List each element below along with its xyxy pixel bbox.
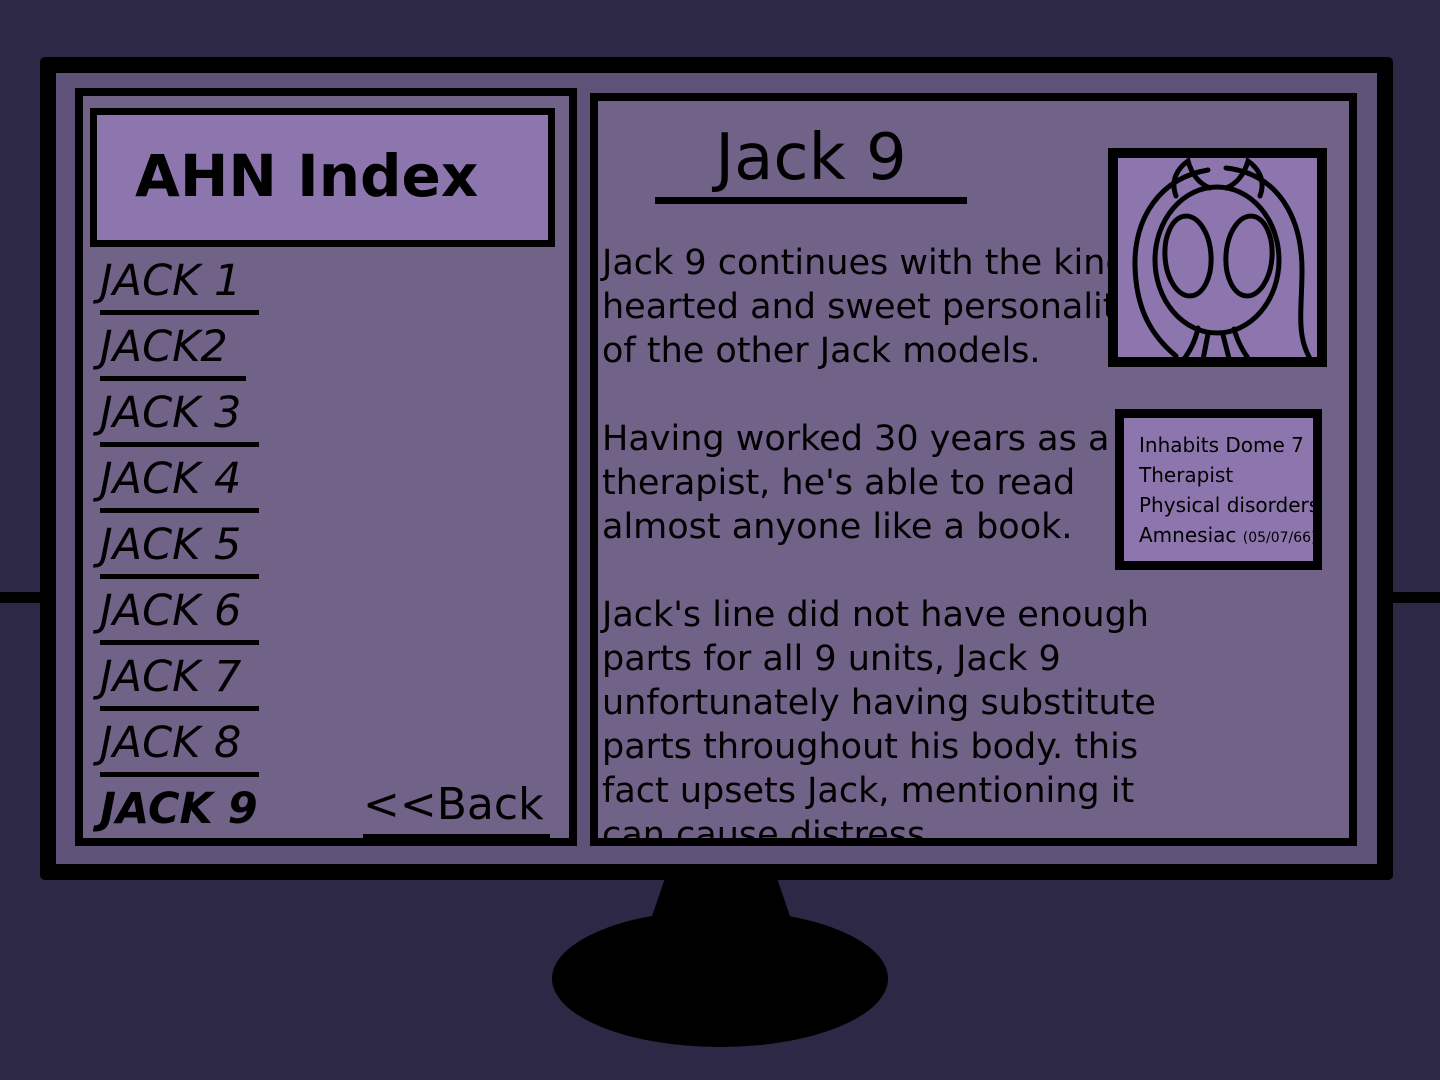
portrait-frame bbox=[1108, 148, 1327, 367]
index-link-jack-7[interactable]: JACK 7 bbox=[100, 648, 276, 714]
body-line: unfortunately having substitute bbox=[602, 683, 1156, 723]
index-link-label[interactable]: JACK 4 bbox=[100, 450, 260, 513]
index-link-jack-3[interactable]: JACK 3 bbox=[100, 384, 276, 450]
index-link-jack-2[interactable]: JACK2 bbox=[100, 318, 276, 384]
index-link-jack-6[interactable]: JACK 6 bbox=[100, 582, 276, 648]
index-link-label[interactable]: JACK 7 bbox=[100, 648, 260, 711]
body-line: parts throughout his body. this bbox=[602, 727, 1139, 767]
body-line: Jack's line did not have enough bbox=[602, 595, 1149, 635]
body-line: almost anyone like a book. bbox=[602, 507, 1073, 547]
monitor-stand-base bbox=[552, 910, 888, 1047]
paragraph: Having worked 30 years as a therapist, h… bbox=[602, 417, 1130, 549]
index-link-label[interactable]: JACK2 bbox=[100, 318, 246, 381]
info-line-residence: Inhabits Dome 7 bbox=[1139, 433, 1304, 457]
index-link-jack-1[interactable]: JACK 1 bbox=[100, 252, 276, 318]
index-link-label[interactable]: JACK 5 bbox=[100, 516, 260, 579]
tie-right bbox=[1220, 332, 1232, 357]
back-link[interactable]: <<Back bbox=[363, 776, 550, 838]
eye-right bbox=[1223, 213, 1275, 299]
detail-title: Jack 9 bbox=[655, 123, 967, 205]
body-line: hearted and sweet personality bbox=[602, 287, 1138, 327]
body-line: of the other Jack models. bbox=[602, 331, 1041, 371]
index-link-jack-5[interactable]: JACK 5 bbox=[100, 516, 276, 582]
index-link-jack-9[interactable]: JACK 9 bbox=[100, 780, 276, 838]
head-outline bbox=[1152, 184, 1282, 336]
neck-right bbox=[1231, 326, 1251, 357]
index-list: JACK 1 JACK2 JACK 3 JACK 4 JACK 5 JACK 6… bbox=[100, 252, 276, 838]
horn-left bbox=[1171, 158, 1213, 199]
body-line: Jack 9 continues with the kind bbox=[602, 243, 1128, 283]
body-line: can cause distress bbox=[602, 815, 926, 846]
index-title: AHN Index bbox=[135, 142, 479, 210]
body-line: Having worked 30 years as a bbox=[602, 419, 1110, 459]
index-panel: AHN Index JACK 1 JACK2 JACK 3 JACK 4 JAC… bbox=[75, 88, 577, 846]
info-line-status: Amnesiac (05/07/66) bbox=[1139, 520, 1313, 553]
body-line: parts for all 9 units, Jack 9 bbox=[602, 639, 1061, 679]
index-link-label[interactable]: JACK 8 bbox=[100, 714, 260, 777]
body-line: therapist, he's able to read bbox=[602, 463, 1076, 503]
detail-body: Jack 9 continues with the kind hearted a… bbox=[602, 241, 1156, 846]
monitor: AHN Index JACK 1 JACK2 JACK 3 JACK 4 JAC… bbox=[40, 57, 1393, 880]
body-line: fact upsets Jack, mentioning it bbox=[602, 771, 1135, 811]
index-link-label[interactable]: JACK 6 bbox=[100, 582, 260, 645]
tie-left bbox=[1200, 331, 1211, 357]
detail-panel: Jack 9 Jack 9 continues with the kind he… bbox=[590, 93, 1357, 846]
robot-face-icon bbox=[1132, 158, 1313, 357]
info-line-occupation: Therapist bbox=[1139, 463, 1234, 487]
info-line-condition: Physical disorders bbox=[1139, 493, 1320, 517]
index-link-label[interactable]: JACK 3 bbox=[100, 384, 260, 447]
info-status-date: (05/07/66) bbox=[1242, 530, 1317, 546]
info-status-label: Amnesiac bbox=[1139, 523, 1237, 547]
index-link-label[interactable]: JACK 9 bbox=[100, 780, 276, 838]
eye-left bbox=[1162, 213, 1214, 299]
index-link-jack-4[interactable]: JACK 4 bbox=[100, 450, 276, 516]
horn-right bbox=[1223, 158, 1265, 199]
index-title-card: AHN Index bbox=[90, 108, 555, 247]
neck-left bbox=[1182, 325, 1201, 357]
index-link-label[interactable]: JACK 1 bbox=[100, 252, 260, 315]
info-card: Inhabits Dome 7 Therapist Physical disor… bbox=[1115, 409, 1322, 570]
paragraph: Jack 9 continues with the kind hearted a… bbox=[602, 241, 1138, 373]
index-link-jack-8[interactable]: JACK 8 bbox=[100, 714, 276, 780]
paragraph: Jack's line did not have enough parts fo… bbox=[602, 593, 1156, 846]
